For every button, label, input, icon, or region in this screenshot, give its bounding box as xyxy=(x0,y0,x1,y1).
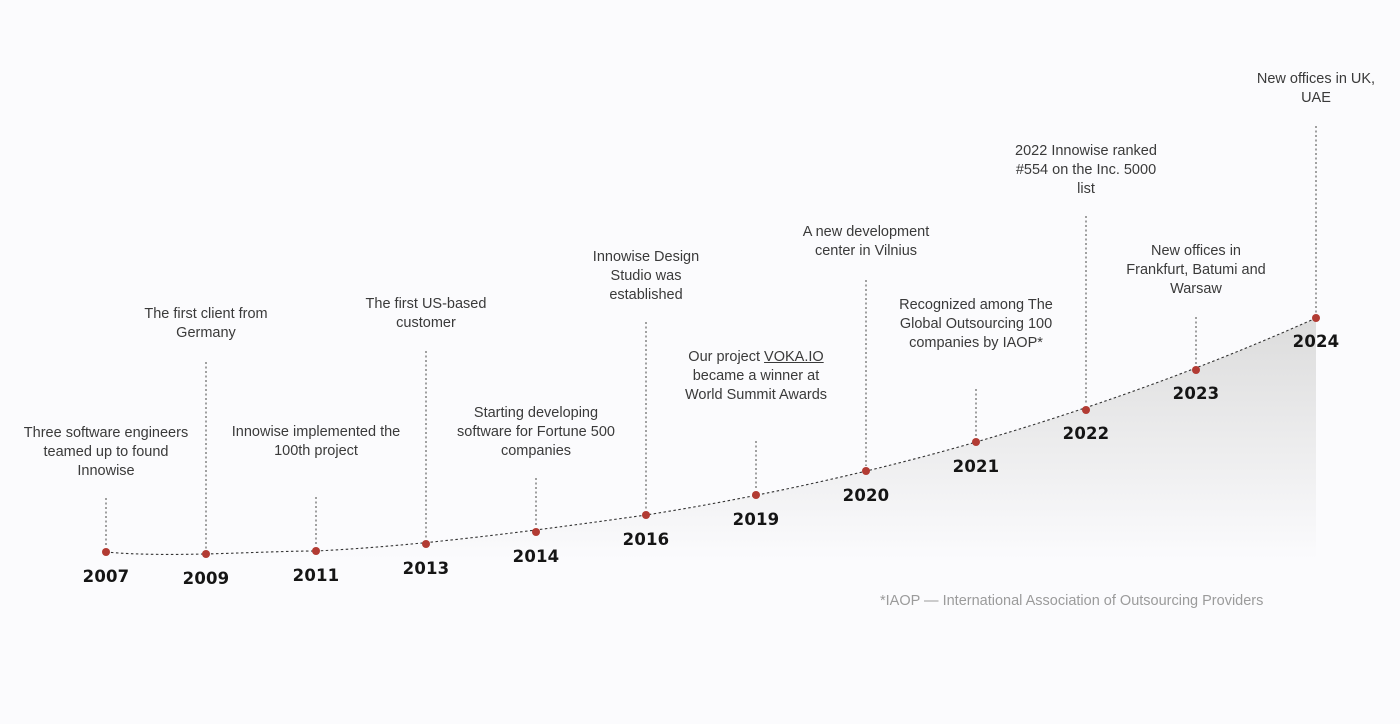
milestone-year: 2011 xyxy=(292,566,340,585)
milestone-dot-2014 xyxy=(532,528,540,536)
milestone-dot-2022 xyxy=(1082,406,1090,414)
voka-io-link[interactable]: VOKA.IO xyxy=(764,349,824,365)
milestone-dot-2011 xyxy=(312,547,320,555)
milestone-year: 2024 xyxy=(1292,332,1340,351)
milestone-dot-2019 xyxy=(752,491,760,499)
milestone-dot-2024 xyxy=(1312,314,1320,322)
milestone-description: The first US-based customer xyxy=(365,296,487,331)
milestone-dot-2021 xyxy=(972,438,980,446)
milestone-description: Our project VOKA.IO became a winner at W… xyxy=(676,348,836,405)
milestone-description: A new development center in Vilnius xyxy=(802,224,930,259)
milestone-description: Recognized among The Global Outsourcing … xyxy=(899,297,1053,351)
milestone-description: Starting developing software for Fortune… xyxy=(457,405,615,459)
milestone-year: 2016 xyxy=(622,530,670,549)
description-text: became a winner at World Summit Awards xyxy=(684,368,828,403)
milestone-description: New offices in Frankfurt, Batumi and War… xyxy=(1126,243,1266,297)
milestone-year: 2014 xyxy=(512,547,560,566)
milestone-description: Innowise Design Studio was established xyxy=(592,249,700,303)
description-text: Our project xyxy=(688,349,765,365)
milestone-year: 2023 xyxy=(1172,384,1220,403)
growth-area xyxy=(106,318,1316,560)
milestone-year: 2022 xyxy=(1062,424,1110,443)
milestone-year: 2020 xyxy=(842,486,890,505)
milestone-description: Three software engineers teamed up to fo… xyxy=(23,425,189,479)
milestone-dot-2016 xyxy=(642,511,650,519)
milestone-description: New offices in UK, UAE xyxy=(1256,71,1376,106)
milestone-dot-2023 xyxy=(1192,366,1200,374)
milestone-dot-2020 xyxy=(862,467,870,475)
milestone-year: 2009 xyxy=(182,569,230,588)
milestone-description: The first client from Germany xyxy=(144,306,268,341)
milestone-year: 2013 xyxy=(402,559,450,578)
milestone-dot-2009 xyxy=(202,550,210,558)
milestone-year: 2007 xyxy=(82,567,130,586)
milestone-description: 2022 Innowise ranked #554 on the Inc. 50… xyxy=(1015,143,1157,197)
milestone-dot-2007 xyxy=(102,548,110,556)
milestone-year: 2021 xyxy=(952,457,1000,476)
milestone-year: 2019 xyxy=(732,510,780,529)
milestone-description: Innowise implemented the 100th project xyxy=(231,424,401,459)
footnote: *IAOP — International Association of Out… xyxy=(880,593,1264,609)
milestone-dot-2013 xyxy=(422,540,430,548)
